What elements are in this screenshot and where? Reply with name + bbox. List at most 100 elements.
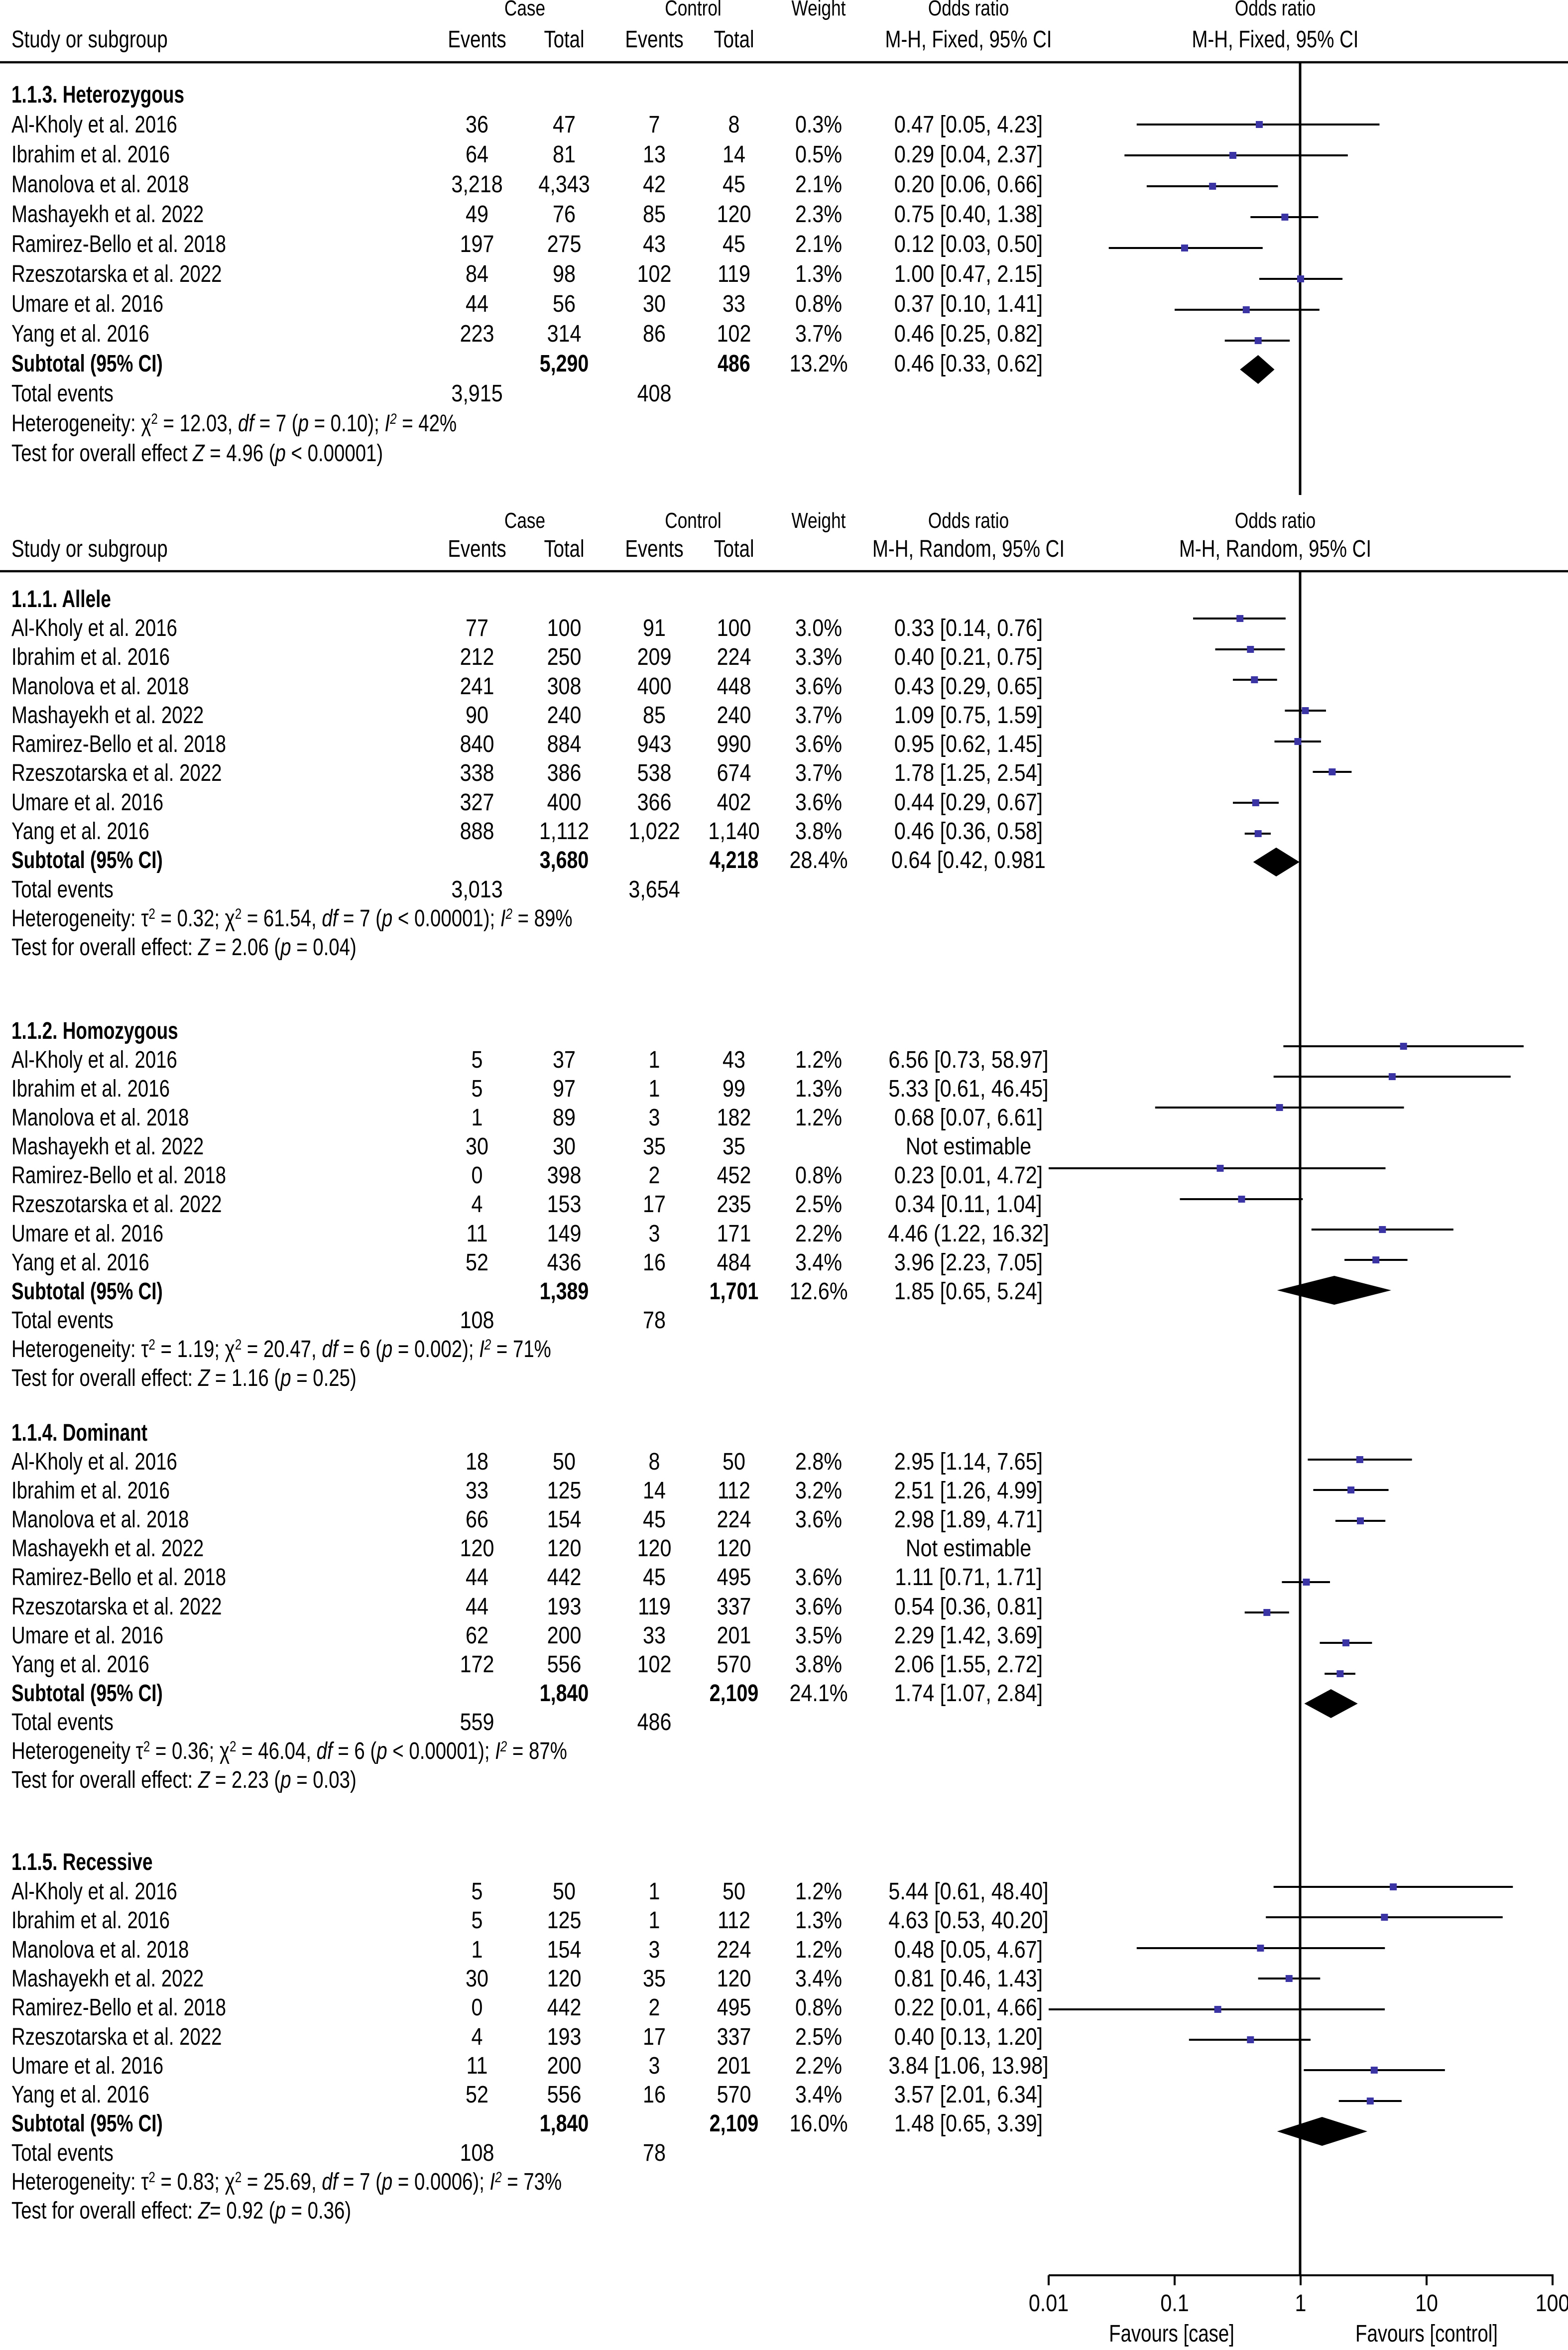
svg-text:2.5%: 2.5%	[795, 1191, 842, 1218]
svg-text:112: 112	[718, 1907, 750, 1934]
svg-text:0.46 [0.25, 0.82]: 0.46 [0.25, 0.82]	[894, 320, 1043, 347]
svg-text:1.78 [1.25, 2.54]: 1.78 [1.25, 2.54]	[894, 759, 1043, 786]
svg-text:85: 85	[643, 702, 666, 729]
svg-text:1.11 [0.71, 1.71]: 1.11 [0.71, 1.71]	[895, 1564, 1042, 1591]
svg-text:45: 45	[643, 1564, 666, 1591]
svg-text:8: 8	[649, 1448, 660, 1475]
svg-text:1,701: 1,701	[710, 1278, 758, 1305]
svg-text:327: 327	[460, 789, 494, 816]
svg-text:0: 0	[472, 1162, 483, 1189]
svg-text:Ramirez-Bello et al. 2018: Ramirez-Bello et al. 2018	[11, 731, 226, 757]
svg-text:12.6%: 12.6%	[789, 1278, 847, 1305]
svg-text:442: 442	[547, 1994, 582, 2021]
svg-text:76: 76	[553, 201, 576, 228]
svg-text:1.3%: 1.3%	[795, 260, 842, 287]
svg-text:4.63 [0.53, 40.20]: 4.63 [0.53, 40.20]	[888, 1907, 1048, 1934]
svg-text:4: 4	[472, 1191, 483, 1218]
svg-text:120: 120	[547, 1535, 582, 1562]
svg-text:3.84 [1.06, 13.98]: 3.84 [1.06, 13.98]	[888, 2052, 1048, 2079]
svg-text:193: 193	[547, 1593, 582, 1620]
svg-text:Weight: Weight	[792, 508, 846, 533]
svg-text:112: 112	[718, 1477, 750, 1504]
svg-text:197: 197	[460, 231, 494, 257]
svg-text:85: 85	[643, 201, 666, 228]
svg-text:120: 120	[717, 201, 751, 228]
svg-text:570: 570	[717, 2081, 751, 2108]
svg-text:1: 1	[472, 1104, 483, 1131]
svg-text:Heterogeneity τ2 = 0.36; χ2 =: Heterogeneity τ2 = 0.36; χ2 = 46.04, df …	[11, 1737, 567, 1764]
svg-text:Case: Case	[504, 508, 545, 533]
svg-text:43: 43	[723, 1046, 745, 1073]
svg-text:0.5%: 0.5%	[795, 141, 842, 168]
svg-text:Not estimable: Not estimable	[906, 1535, 1031, 1562]
svg-text:1,112: 1,112	[539, 818, 589, 845]
svg-text:0.23 [0.01, 4.72]: 0.23 [0.01, 4.72]	[894, 1162, 1043, 1189]
svg-text:1: 1	[1295, 2290, 1307, 2317]
svg-text:Total: Total	[544, 536, 584, 562]
svg-text:119: 119	[638, 1593, 671, 1620]
svg-text:52: 52	[466, 1249, 488, 1276]
svg-text:100: 100	[1536, 2290, 1568, 2317]
svg-text:5.44 [0.61, 48.40]: 5.44 [0.61, 48.40]	[888, 1878, 1048, 1905]
svg-text:338: 338	[460, 759, 494, 786]
svg-text:86: 86	[643, 320, 666, 347]
svg-text:3.3%: 3.3%	[795, 643, 842, 670]
svg-text:436: 436	[547, 1249, 582, 1276]
svg-text:3,680: 3,680	[540, 847, 589, 873]
svg-text:5: 5	[472, 1046, 483, 1073]
svg-text:1,840: 1,840	[540, 2110, 589, 2137]
svg-text:486: 486	[637, 1709, 672, 1735]
svg-text:2.8%: 2.8%	[795, 1448, 842, 1475]
svg-text:M-H, Random, 95% CI: M-H, Random, 95% CI	[872, 536, 1065, 562]
svg-text:3.0%: 3.0%	[795, 615, 842, 641]
svg-text:0.54 [0.36, 0.81]: 0.54 [0.36, 0.81]	[894, 1593, 1043, 1620]
svg-text:5.33 [0.61, 46.45]: 5.33 [0.61, 46.45]	[888, 1075, 1048, 1102]
svg-text:Ibrahim et al. 2016: Ibrahim et al. 2016	[11, 1076, 170, 1102]
svg-text:50: 50	[553, 1878, 576, 1905]
svg-text:1,140: 1,140	[708, 818, 759, 845]
svg-text:3.7%: 3.7%	[795, 759, 842, 786]
svg-text:337: 337	[717, 1593, 751, 1620]
svg-text:84: 84	[466, 260, 488, 287]
svg-text:125: 125	[547, 1907, 582, 1934]
svg-text:Al-Kholy et al. 2016: Al-Kholy et al. 2016	[11, 112, 177, 138]
svg-text:Rzeszotarska et al. 2022: Rzeszotarska et al. 2022	[11, 760, 222, 786]
svg-text:1.2%: 1.2%	[795, 1936, 842, 1963]
svg-text:Heterogeneity: χ2 = 12.03, df: Heterogeneity: χ2 = 12.03, df = 7 (p = 0…	[11, 410, 457, 437]
svg-text:Control: Control	[665, 0, 721, 20]
svg-text:3.8%: 3.8%	[795, 1651, 842, 1678]
svg-text:Ibrahim et al. 2016: Ibrahim et al. 2016	[11, 1478, 170, 1504]
svg-text:Total: Total	[714, 536, 754, 562]
svg-text:35: 35	[643, 1965, 666, 1992]
svg-text:224: 224	[717, 643, 751, 670]
svg-text:538: 538	[637, 759, 672, 786]
svg-text:2.06 [1.55, 2.72]: 2.06 [1.55, 2.72]	[894, 1651, 1043, 1678]
svg-text:Odds ratio: Odds ratio	[928, 508, 1009, 533]
svg-text:2,109: 2,109	[710, 1680, 758, 1707]
svg-text:50: 50	[723, 1878, 745, 1905]
svg-text:3.7%: 3.7%	[795, 702, 842, 729]
svg-text:0: 0	[472, 1994, 483, 2021]
svg-text:1.48 [0.65, 3.39]: 1.48 [0.65, 3.39]	[894, 2110, 1043, 2137]
svg-text:2,109: 2,109	[710, 2110, 758, 2137]
svg-text:M-H, Random, 95% CI: M-H, Random, 95% CI	[1179, 536, 1371, 562]
svg-text:45: 45	[643, 1506, 666, 1533]
svg-text:Favours [control]: Favours [control]	[1355, 2321, 1498, 2347]
svg-text:212: 212	[460, 643, 494, 670]
svg-text:108: 108	[460, 2139, 494, 2166]
svg-text:44: 44	[466, 1564, 488, 1591]
svg-text:45: 45	[723, 171, 745, 198]
svg-text:0.22 [0.01, 4.66]: 0.22 [0.01, 4.66]	[894, 1994, 1043, 2021]
svg-text:0.40 [0.21, 0.75]: 0.40 [0.21, 0.75]	[894, 643, 1043, 670]
svg-text:171: 171	[717, 1220, 751, 1247]
svg-text:Subtotal (95% CI): Subtotal (95% CI)	[11, 350, 163, 377]
svg-text:47: 47	[553, 111, 576, 138]
svg-text:172: 172	[460, 1651, 494, 1678]
svg-text:Subtotal (95% CI): Subtotal (95% CI)	[11, 1680, 163, 1707]
svg-text:674: 674	[717, 759, 751, 786]
svg-text:Not estimable: Not estimable	[906, 1133, 1031, 1160]
svg-text:30: 30	[466, 1965, 488, 1992]
svg-text:Umare et al. 2016: Umare et al. 2016	[11, 291, 163, 317]
svg-text:Umare et al. 2016: Umare et al. 2016	[11, 1622, 163, 1649]
svg-text:3.6%: 3.6%	[795, 1593, 842, 1620]
